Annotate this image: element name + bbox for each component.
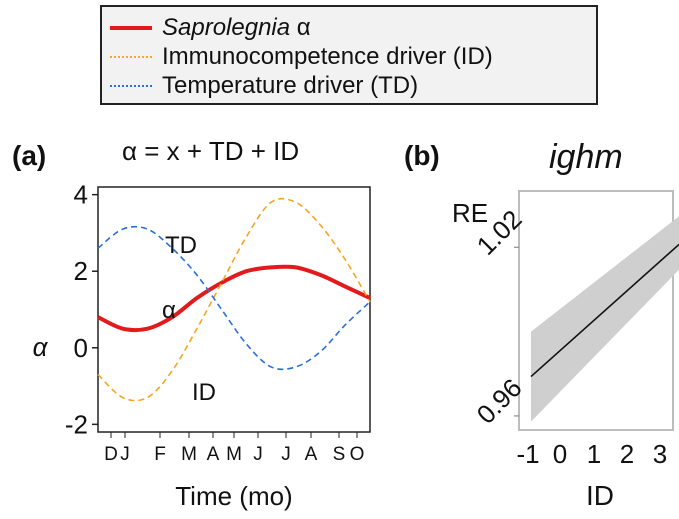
legend-item-id: Immunocompetence driver (ID) — [110, 43, 493, 70]
panel-a-xtick-label: M — [181, 444, 197, 465]
legend-label-saprolegnia: Saprolegnia α — [162, 14, 311, 42]
panel-b-title: ighm — [549, 138, 623, 176]
panel-a-curve-label-alpha: α — [162, 297, 176, 324]
legend-label-td: Temperature driver (TD) — [162, 72, 419, 99]
panel-a-curve-label-id: ID — [192, 379, 216, 406]
panel-b-xtick-label: 2 — [620, 439, 634, 469]
panel-b-xtick-label: 0 — [553, 439, 567, 469]
panel-a-xtick-label: J — [120, 444, 130, 465]
panel-a-ytick-label: 0 — [74, 333, 88, 363]
panel-a-series-α — [97, 264, 371, 333]
panel-a-ytick-label: 2 — [74, 256, 88, 286]
panel-a-ylabel: α — [33, 332, 49, 362]
legend-label-italic: Saprolegnia — [162, 14, 291, 41]
panel-a-xtick-label: A — [207, 444, 220, 465]
panel-b-xtick-label: 3 — [653, 439, 667, 469]
panel-a-series-td — [97, 225, 371, 371]
panel-b-fit-line — [530, 243, 679, 378]
panel-b-xtick-label: -1 — [516, 439, 539, 469]
panel-a-xtick-label: F — [154, 444, 166, 465]
panel-a-ytick-label: 4 — [74, 180, 88, 210]
legend-item-saprolegnia: Saprolegnia α — [110, 14, 311, 42]
legend-swatch-saprolegnia — [110, 26, 152, 30]
panel-a-xtick-label: M — [226, 444, 242, 465]
legend: Saprolegnia α Immunocompetence driver (I… — [100, 5, 598, 105]
panel-a-xtick-label: A — [305, 444, 318, 465]
panel-b-ci-band — [531, 216, 679, 422]
panel-b-xtick-label: 1 — [587, 439, 601, 469]
panel-a-xtick-label: D — [104, 444, 118, 465]
panel-a-xtick-label: J — [281, 444, 291, 465]
panel-b-frame — [518, 190, 674, 431]
panel-a-series-id — [97, 197, 371, 402]
panel-a-xtick-label: S — [333, 444, 346, 465]
panel-a-title: α = x + TD + ID — [122, 136, 300, 166]
panel-a-frame — [97, 186, 371, 433]
panel-a-ytick-label: -2 — [65, 409, 88, 439]
panel-a-label: (a) — [12, 140, 47, 171]
panel-a-xtick-label: J — [253, 444, 263, 465]
panel-b-ylabel: RE — [452, 198, 488, 228]
panel-a-curve-label-td: TD — [165, 232, 197, 259]
legend-swatch-id — [110, 56, 152, 58]
legend-label-rest: α — [290, 14, 311, 41]
legend-label-id: Immunocompetence driver (ID) — [162, 43, 493, 70]
panel-b-xlabel: ID — [586, 480, 614, 511]
legend-swatch-td — [110, 85, 152, 87]
panel-a-xtick-label: O — [350, 444, 365, 465]
panel-a-xlabel: Time (mo) — [175, 481, 292, 511]
panel-b-label: (b) — [404, 140, 440, 171]
legend-item-td: Temperature driver (TD) — [110, 72, 419, 99]
